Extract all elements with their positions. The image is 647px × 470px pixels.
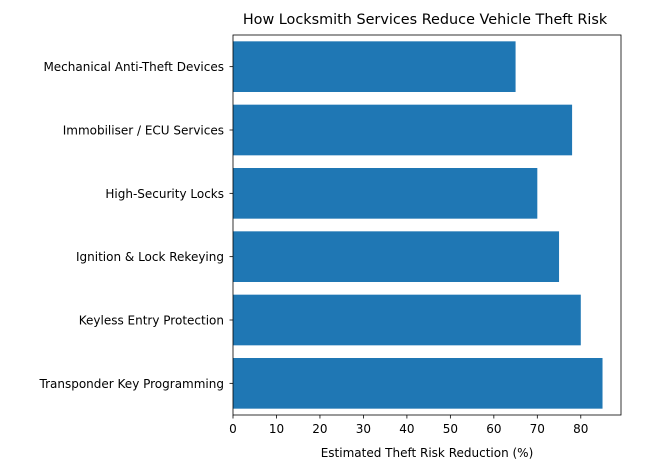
bar-3 xyxy=(233,168,538,219)
x-tick-label: 0 xyxy=(229,422,237,436)
plot-frame xyxy=(232,34,622,416)
y-tick-label: Transponder Key Programming xyxy=(39,377,224,391)
chart-title: How Locksmith Services Reduce Vehicle Th… xyxy=(243,12,608,28)
bars-group xyxy=(233,41,603,409)
x-tick-label: 10 xyxy=(269,422,284,436)
x-axis-label: Estimated Theft Risk Reduction (%) xyxy=(321,446,534,460)
bar-5 xyxy=(233,41,516,92)
x-tick-label: 60 xyxy=(486,422,501,436)
y-tick-label: Ignition & Lock Rekeying xyxy=(76,250,224,264)
x-tick-label: 80 xyxy=(573,422,588,436)
x-axis: 0 10 20 30 40 50 60 70 80 xyxy=(229,415,588,436)
x-tick-label: 30 xyxy=(356,422,371,436)
y-tick-label: Immobiliser / ECU Services xyxy=(63,124,224,138)
y-tick-label: Mechanical Anti-Theft Devices xyxy=(43,60,224,74)
y-axis: Transponder Key Programming Keyless Entry… xyxy=(39,60,233,391)
x-tick-label: 20 xyxy=(312,422,327,436)
bar-2 xyxy=(233,231,560,282)
x-tick-label: 70 xyxy=(530,422,545,436)
bar-1 xyxy=(233,294,581,346)
x-tick-label: 40 xyxy=(399,422,414,436)
y-tick-label: High-Security Locks xyxy=(105,187,224,201)
bar-0 xyxy=(233,358,603,409)
x-tick-label: 50 xyxy=(443,422,458,436)
y-tick-label: Keyless Entry Protection xyxy=(79,314,224,328)
bar-4 xyxy=(233,104,573,156)
